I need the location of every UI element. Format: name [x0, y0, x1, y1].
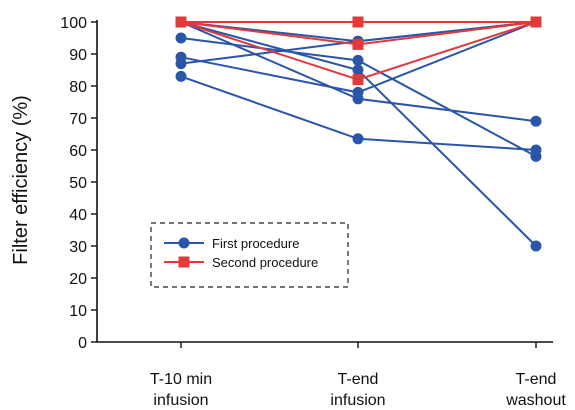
y-tick-label: 50	[69, 175, 87, 192]
y-tick-label: 90	[69, 47, 87, 64]
data-point-circle	[530, 240, 542, 252]
data-point-circle	[175, 32, 187, 44]
legend-label: Second procedure	[212, 255, 318, 270]
y-tick-label: 40	[69, 207, 87, 224]
legend: First procedure Second procedure	[150, 222, 349, 288]
data-point-circle	[178, 237, 190, 249]
y-tick-label: 70	[69, 111, 87, 128]
legend-box	[150, 222, 349, 288]
y-tick-label: 30	[69, 239, 87, 256]
data-point-circle	[352, 64, 364, 76]
y-tick-label: 0	[78, 335, 87, 352]
data-point-circle	[352, 93, 364, 105]
data-point-circle	[530, 144, 542, 156]
data-point-circle	[352, 54, 364, 66]
data-point-circle	[530, 115, 542, 127]
axes: 0 10 20 30 40 50 60 70 80 90 100 T-10 min infusion T-…	[60, 15, 566, 409]
y-tick-label: 80	[69, 79, 87, 96]
y-tick-label: 20	[69, 271, 87, 288]
data-point-square	[352, 38, 364, 50]
series-layer	[175, 16, 542, 252]
x-tick-label: washout	[505, 392, 566, 409]
x-tick-label: T-10 min	[150, 371, 212, 388]
data-point-square	[352, 74, 364, 86]
series-group	[175, 16, 542, 252]
y-tick-label: 60	[69, 143, 87, 160]
y-tick-label: 10	[69, 303, 87, 320]
x-tick-label: infusion	[153, 392, 208, 409]
data-point-circle	[175, 70, 187, 82]
legend-label: First procedure	[212, 236, 299, 251]
x-tick-label: T-end	[516, 371, 557, 388]
x-tick-label: infusion	[330, 392, 385, 409]
data-point-square	[175, 16, 187, 28]
data-point-circle	[175, 58, 187, 70]
data-point-square	[530, 16, 542, 28]
data-point-square	[178, 256, 190, 268]
y-tick-label: 100	[60, 15, 87, 32]
data-point-circle	[352, 133, 364, 145]
series-group	[175, 16, 542, 86]
y-axis-title: Filter efficiency (%)	[10, 95, 32, 265]
data-point-square	[352, 16, 364, 28]
x-tick-label: T-end	[338, 371, 379, 388]
